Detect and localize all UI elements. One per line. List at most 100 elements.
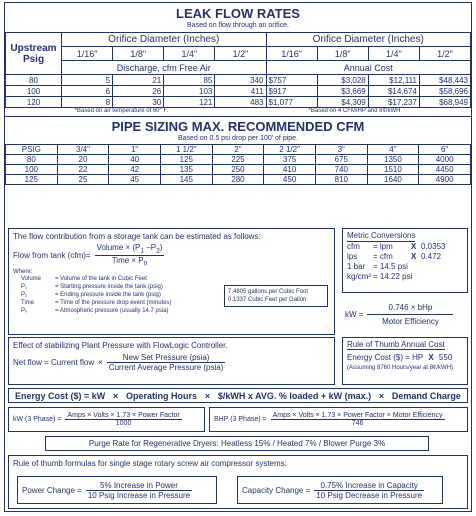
definition-value: = Starting pressure inside the tank (psi… [55,284,163,291]
pipe-cell: 45 [108,174,161,185]
rule-of-thumb-box: Rule of Thumb Annual Cost Energy Cost ($… [342,337,468,385]
pipe-cell: 20 [56,154,110,165]
definition-value: = Time of the pressure drop event (minut… [55,300,172,307]
table-row: 125 25 45 145 280 450 810 1640 4900 [5,174,471,185]
pipe-cell: 42 [108,164,161,175]
kw3-lhs: kW (3 Phase) = [13,416,62,423]
pipe-cell: 280 [211,174,265,185]
leak-subtitle: Based on flow through an orifice. [187,22,289,29]
tank-fraction: Volume × (P1 –P2) Time × P0 [94,243,165,268]
metric-eq: = cfm [373,252,393,261]
pipe-cell: 740 [314,164,368,175]
tank-equation: Flow from tank (cfm)= Volume × (P1 –P2) … [9,241,334,269]
table-header-row: PSIG 3/4" 1" 1 1/2" 2" 2 1/2" 3" 4" 6" [5,144,471,155]
rule-of-thumb-title: Rule of Thumb Annual Cost [347,340,445,350]
upstream-header: Upstream Psig [5,32,62,75]
pipe-table: PSIG 3/4" 1" 1 1/2" 2" 2 1/2" 3" 4" 6" 8… [5,144,471,185]
pipe-cell: 4450 [418,164,471,175]
discharge-cell: 21 [112,74,165,86]
rule-of-thumb-note: (Assuming 8760 Hours/year at 8¢/kWH) [347,365,454,371]
orifice-header-right: Orifice Diameter (Inches) [265,32,471,47]
metric-factor: 0.0353 [421,242,446,251]
metric-row: kg/cm² = 14.22 psi [347,272,463,282]
pipe-cell: 4900 [418,174,471,185]
metric-row: lps = cfm X 0.472 [347,252,463,262]
gallons-box: 7.4805 gallons per Cubic Foot 0.1337 Cub… [224,285,328,307]
definition-value: = Atmospheric pressure (usually 14.7 psi… [55,308,169,315]
metric-unit: kg/cm² [347,272,371,281]
pipe-header-cell: 1 1/2" [159,144,213,155]
definition-row: P₀ = Atmospheric pressure (usually 14.7 p… [13,307,330,315]
energy-part: Operating Hours [126,390,198,401]
definition-row: P₁ = Starting pressure inside the tank (p… [13,283,330,291]
bhp3-lhs: BHP (3 Phase) = [214,416,267,423]
pipe-header-cell: 1" [108,144,161,155]
pipe-header-cell: 4" [366,144,420,155]
metric-unit: cfm [347,242,360,251]
flowlogic-equation: Net flow = Current flow × New Set Pressu… [9,350,334,375]
tank-num-end: ) [159,243,163,252]
orifice-header-left: Orifice Diameter (Inches) [61,32,267,47]
discharge-cell: 411 [214,85,267,97]
pipe-header-cell: 3" [314,144,368,155]
pipe-subtitle: Based on 0.5 psi drop per 100' of pipe. [177,135,299,142]
pipe-cell: 1350 [366,154,420,165]
upstream-label: Upstream [10,42,57,54]
size-cell: 1/2" [214,46,267,61]
tank-intro: The flow contribution from a storage tan… [13,232,261,241]
kw-numerator: 0.746 × bHp [367,301,454,315]
energy-op: × [204,390,211,401]
cost-cell: $3,028 [316,74,369,86]
power-change-lhs: Power Change = [22,485,82,495]
discharge-cell: 6 [60,85,114,97]
pipe-cell: 80 [5,154,58,165]
tank-numerator: Volume × (P1 –P2) [94,243,165,256]
cost-cell: $917 [265,85,318,97]
tank-den-sub: 0 [143,260,148,268]
size-cell: 1/16" [265,46,318,61]
rule-of-thumb-value: 550 [438,353,453,362]
pipe-cell: 225 [211,154,265,165]
pipe-header-cell: 6" [418,144,471,155]
tank-num-sub: 2 [156,247,160,255]
metric-eq: = lpm [373,242,393,251]
metric-box: Metric Conversions cfm = lpm X 0.0353 lps = … [342,228,468,293]
metric-row: cfm = lpm X 0.0353 [347,242,463,252]
discharge-cell: 340 [214,74,267,86]
metric-unit: lps [347,252,358,261]
definition-row: P₂ = Ending pressure inside the tank (psi… [13,291,330,299]
pipe-cell: 410 [263,164,316,175]
rule-of-thumb-lhs: Energy Cost ($) = HP [347,353,424,362]
bhp3-numerator: Amps × Volts × 1.73 × Power Factor × Mot… [270,412,445,420]
size-cell: 1/4" [163,46,216,61]
definition-key: P₀ [21,308,28,315]
rule-of-thumb-eq: Energy Cost ($) = HP X 550 [347,353,463,362]
definition-key: Time [21,300,35,307]
pipe-cell: 1510 [366,164,420,175]
times-sign: × [98,358,103,367]
table-row: 100 22 42 135 250 410 740 1510 4450 [5,164,471,175]
table-row: 100 6 26 103 411 $917 $3,669 $14,674 $58… [5,85,472,97]
flowlogic-box: Effect of stabilizing Plant Pressure wit… [8,337,335,385]
metric-unit: 1 bar [347,262,366,271]
tank-num-text: Volume × (P [96,243,141,252]
bhp3-fraction: Amps × Volts × 1.73 × Power Factor × Mot… [270,412,445,427]
pipe-cell: 250 [211,164,265,175]
capacity-change-fraction: 0.75% Increase in Capacity 10 Psig Decre… [314,481,425,500]
pipe-header-cell: 2 1/2" [263,144,316,155]
power-change-fraction: 5% Increase in Power 10 Psig Increase in… [85,481,193,500]
definition-key: P₁ [21,284,28,291]
psig-cell: 120 [5,96,62,108]
pipe-cell: 450 [263,174,316,185]
bhp3-denominator: 746 [351,420,364,427]
note-temperature: *Based on air temperature of 60° F. [74,108,169,114]
discharge-header: Discharge, cfm Free Air [61,60,267,75]
cost-cell: $1,077 [265,96,318,108]
tank-denominator: Time × P0 [95,256,165,268]
leak-table: Upstream Psig Orifice Diameter (Inches) … [5,32,472,108]
reference-sheet: LEAK FLOW RATES Based on flow through an… [4,2,472,512]
flowlogic-title: Effect of stabilizing Plant Pressure wit… [13,341,228,350]
pipe-cell: 125 [159,154,213,165]
definition-value: = Ending pressure inside the tank (psig) [55,292,161,299]
kw3-fraction: Amps × Volts × 1.73 × Power Factor 1000 [65,412,182,427]
